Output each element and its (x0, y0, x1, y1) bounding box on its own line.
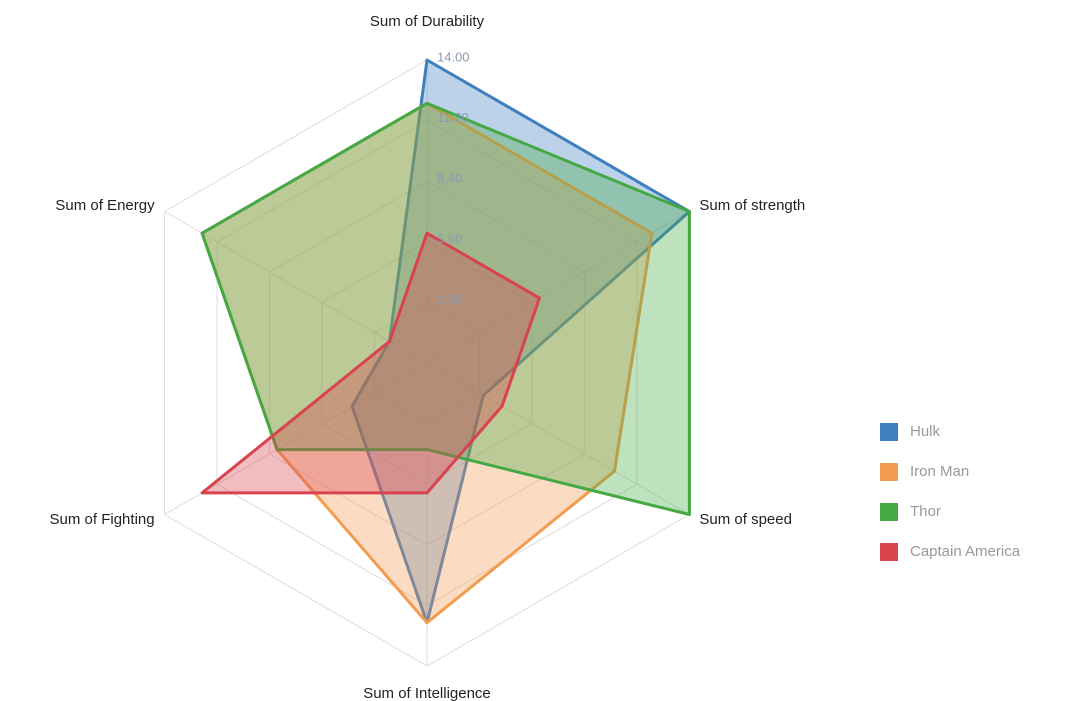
series-area (200, 101, 691, 516)
tick-label: 11.20 (437, 110, 469, 125)
tick-label: 8.40 (437, 171, 462, 186)
axis-label: Sum of Fighting (50, 511, 155, 528)
legend-label: Hulk (910, 423, 941, 440)
legend-swatch (880, 423, 898, 441)
axis-line (164, 211, 428, 364)
axis-line (426, 362, 690, 515)
legend-label: Iron Man (910, 463, 969, 480)
axis-label: Sum of speed (699, 511, 792, 528)
tick-label: 14.00 (437, 49, 470, 64)
legend-label: Captain America (910, 543, 1021, 560)
axis-label: Sum of strength (699, 197, 805, 214)
legend-swatch (880, 503, 898, 521)
legend-swatch (880, 543, 898, 561)
series-area (200, 231, 541, 495)
legend-swatch (880, 463, 898, 481)
axis-line (426, 211, 690, 364)
axis-label: Sum of Durability (370, 13, 485, 30)
tick-label: 5.60 (437, 231, 462, 246)
tick-label: 2.80 (437, 292, 462, 307)
legend-label: Thor (910, 503, 941, 520)
axis-label: Sum of Energy (55, 197, 155, 214)
axis-label: Sum of Intelligence (363, 685, 491, 701)
